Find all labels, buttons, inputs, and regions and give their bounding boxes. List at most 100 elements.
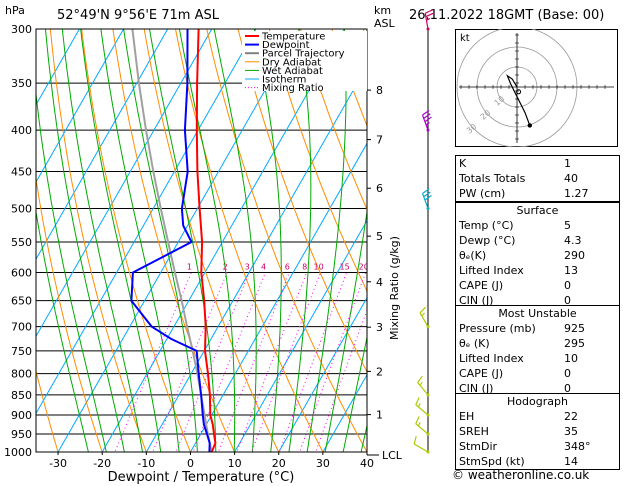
- pressure-tick-label: 900: [11, 409, 32, 422]
- x-tick-label: -20: [93, 457, 111, 470]
- km-axis-label: km: [374, 4, 392, 17]
- surface-label: Dewp (°C): [459, 234, 516, 247]
- wind-barb-flag: [425, 12, 434, 18]
- wind-barb: [421, 188, 432, 210]
- surface-row: θₑ(K) 290: [456, 248, 619, 263]
- index-row: PW (cm) 1.27: [456, 186, 619, 201]
- mixing-ratio-line: [114, 272, 192, 452]
- x-tick-label: -10: [137, 457, 155, 470]
- isotherm-line: [36, 29, 213, 338]
- hodograph-param-value: 35: [564, 425, 578, 438]
- profile-lines: [130, 29, 217, 452]
- wind-barb-staff: [417, 382, 429, 396]
- index-label: PW (cm): [459, 187, 506, 200]
- pressure-tick-label: 1000: [4, 446, 32, 459]
- wind-barb-staff: [424, 13, 429, 30]
- hodograph-param-label: StmDir: [459, 440, 498, 453]
- pressure-tick-label: 850: [11, 389, 32, 402]
- wind-barb-flag: [413, 436, 417, 445]
- wind-barb: [424, 9, 434, 31]
- legend-label: Mixing Ratio: [262, 83, 324, 94]
- surface-row: Temp (°C) 5: [456, 218, 619, 233]
- datetime-title: 26.11.2022 18GMT (Base: 00): [409, 8, 605, 23]
- wind-barb-flag: [417, 403, 421, 408]
- wind-barb: [415, 397, 430, 417]
- isotherm-line: [401, 5, 445, 469]
- legend-label: Temperature: [261, 32, 325, 43]
- hodograph-param-row: EH 22: [456, 409, 619, 424]
- surface-value: 290: [564, 249, 585, 262]
- km-tick-label: 6: [376, 182, 383, 195]
- legend-label: Dry Adiabat: [262, 57, 321, 68]
- surface-value: 5: [564, 219, 571, 232]
- most-unstable-value: 925: [564, 322, 585, 335]
- wet-adiabat-line: [178, 29, 236, 452]
- legend-label: Isotherm: [262, 75, 306, 86]
- mixing-ratio-label: 3: [245, 263, 250, 272]
- index-label: K: [459, 157, 467, 170]
- hodograph-table-panel: Hodograph EH 22 SREH 35 StmDir 348° StmSpd (kt…: [455, 393, 620, 470]
- wet-adiabat-line: [342, 335, 367, 452]
- wind-barb-flag: [421, 312, 426, 317]
- wind-barb-flag: [424, 116, 432, 123]
- legend-label: Parcel Trajectory: [262, 49, 345, 60]
- wet-adiabat-line: [360, 423, 367, 452]
- wet-adiabat-line: [306, 29, 347, 452]
- wind-barb: [419, 306, 430, 329]
- mixing-ratio-label: 1: [187, 263, 192, 272]
- wet-adiabat-line: [61, 29, 144, 452]
- pressure-tick-label: 600: [11, 267, 32, 280]
- most-unstable-label: CIN (J): [459, 382, 494, 395]
- x-tick-label: 20: [272, 457, 286, 470]
- wet-adiabat-line: [100, 29, 180, 452]
- dry-adiabat-line: [300, 29, 367, 211]
- x-tick-label: -30: [49, 457, 67, 470]
- dry-adiabat-line: [36, 368, 59, 452]
- surface-label: θₑ(K): [459, 249, 487, 262]
- most-unstable-row: Pressure (mb) 925: [456, 321, 619, 336]
- surface-value: 13: [564, 264, 578, 277]
- wind-barb-flag: [419, 381, 423, 386]
- wet-adiabat-line: [36, 209, 89, 452]
- x-tick-label: 30: [316, 457, 330, 470]
- most-unstable-value: 0: [564, 382, 571, 395]
- wind-barb-staff: [415, 404, 429, 416]
- pressure-tick-label: 700: [11, 321, 32, 334]
- hodograph-trace: [506, 74, 532, 128]
- wind-barb-flag: [424, 9, 433, 14]
- surface-value: 0: [564, 279, 571, 292]
- wind-barb-flag: [425, 122, 430, 126]
- most-unstable-row: CIN (J) 0: [456, 381, 619, 396]
- hodograph-kt-label: kt: [460, 33, 470, 44]
- wind-barb-staff: [421, 193, 429, 209]
- wet-adiabat-line: [288, 29, 312, 452]
- x-axis-label: Dewpoint / Temperature (°C): [108, 470, 295, 485]
- surface-title: Surface: [516, 204, 559, 217]
- wind-barb-staff: [413, 443, 429, 453]
- wind-barb-flag: [415, 416, 420, 424]
- wind-barb-base: [426, 206, 430, 210]
- km-tick-label: 5: [376, 230, 383, 243]
- hodograph-param-value: 348°: [564, 440, 591, 453]
- mixing-ratio-line: [175, 272, 250, 452]
- dry-adiabat-line: [237, 29, 367, 373]
- wind-barb-base: [426, 325, 430, 329]
- hodograph-param-label: EH: [459, 410, 475, 423]
- hodograph-param-label: StmSpd (kt): [459, 455, 525, 468]
- most-unstable-label: CAPE (J): [459, 367, 504, 380]
- temperature-line: [195, 29, 217, 452]
- isotherm-line: [0, 5, 5, 469]
- plot-frame: [35, 28, 368, 453]
- isotherm-line: [36, 29, 125, 184]
- hodograph-frame: [455, 29, 618, 147]
- wind-barb: [413, 436, 430, 454]
- wind-barb-staff: [419, 312, 429, 327]
- most-unstable-label: Pressure (mb): [459, 322, 536, 335]
- wet-adiabat-line: [123, 29, 198, 452]
- storm-motion-marker: [516, 89, 522, 95]
- km-tick-label: 2: [376, 365, 383, 378]
- wind-barb-flag: [426, 17, 431, 21]
- mixing-ratio-label: 20: [359, 263, 369, 272]
